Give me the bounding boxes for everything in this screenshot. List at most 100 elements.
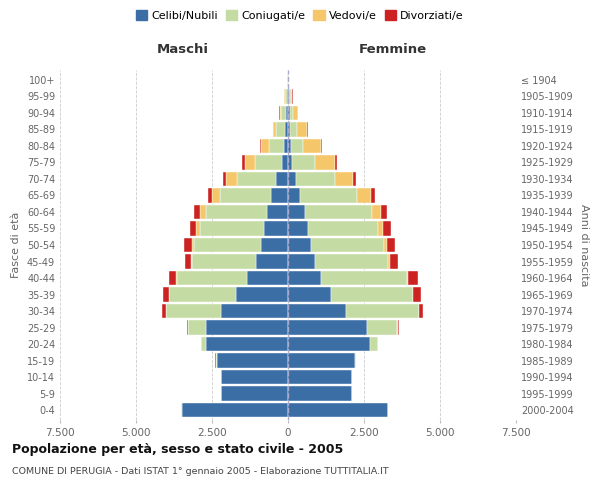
Bar bbox=[269, 138, 284, 153]
Bar bbox=[220, 188, 271, 202]
Bar bbox=[390, 254, 398, 269]
Bar bbox=[215, 354, 217, 368]
Legend: Celibi/Nubili, Coniugati/e, Vedovi/e, Divorziati/e: Celibi/Nubili, Coniugati/e, Vedovi/e, Di… bbox=[134, 8, 466, 23]
Bar bbox=[194, 204, 200, 219]
Bar bbox=[277, 122, 284, 136]
Bar bbox=[291, 89, 292, 104]
Bar bbox=[200, 221, 263, 236]
Bar bbox=[288, 271, 322, 285]
Bar bbox=[182, 403, 288, 417]
Bar bbox=[355, 354, 356, 368]
Text: Maschi: Maschi bbox=[157, 43, 209, 56]
Bar bbox=[353, 172, 356, 186]
Bar bbox=[254, 155, 282, 170]
Bar bbox=[288, 354, 355, 368]
Bar bbox=[286, 106, 288, 120]
Bar bbox=[293, 106, 298, 120]
Bar bbox=[335, 172, 353, 186]
Bar bbox=[398, 320, 399, 335]
Bar bbox=[413, 288, 421, 302]
Bar bbox=[163, 304, 166, 318]
Text: Femmine: Femmine bbox=[359, 43, 427, 56]
Bar bbox=[281, 106, 286, 120]
Bar bbox=[242, 155, 245, 170]
Bar bbox=[271, 188, 288, 202]
Bar bbox=[256, 254, 288, 269]
Bar bbox=[247, 271, 288, 285]
Bar bbox=[263, 221, 288, 236]
Bar bbox=[287, 89, 288, 104]
Bar bbox=[288, 370, 352, 384]
Bar bbox=[288, 122, 290, 136]
Bar bbox=[408, 271, 418, 285]
Bar bbox=[335, 155, 337, 170]
Bar bbox=[311, 238, 384, 252]
Bar bbox=[200, 204, 206, 219]
Bar bbox=[305, 204, 371, 219]
Bar bbox=[187, 320, 188, 335]
Bar bbox=[194, 238, 260, 252]
Bar bbox=[384, 238, 387, 252]
Bar bbox=[267, 204, 288, 219]
Bar bbox=[284, 122, 288, 136]
Bar bbox=[288, 188, 299, 202]
Bar bbox=[288, 106, 290, 120]
Bar bbox=[296, 122, 307, 136]
Bar bbox=[419, 304, 423, 318]
Bar bbox=[383, 221, 391, 236]
Bar bbox=[221, 304, 288, 318]
Bar bbox=[169, 271, 176, 285]
Bar bbox=[188, 320, 206, 335]
Y-axis label: Fasce di età: Fasce di età bbox=[11, 212, 21, 278]
Bar bbox=[223, 172, 226, 186]
Bar bbox=[288, 337, 370, 351]
Bar bbox=[206, 337, 288, 351]
Bar bbox=[260, 138, 261, 153]
Bar bbox=[367, 320, 397, 335]
Bar bbox=[226, 172, 236, 186]
Bar bbox=[284, 138, 288, 153]
Bar bbox=[346, 304, 419, 318]
Text: Popolazione per età, sesso e stato civile - 2005: Popolazione per età, sesso e stato civil… bbox=[12, 442, 343, 456]
Bar bbox=[288, 204, 305, 219]
Bar bbox=[221, 370, 288, 384]
Bar bbox=[288, 304, 346, 318]
Bar bbox=[236, 172, 276, 186]
Bar bbox=[308, 221, 377, 236]
Bar bbox=[217, 354, 288, 368]
Bar bbox=[169, 288, 236, 302]
Bar bbox=[377, 221, 383, 236]
Bar bbox=[358, 188, 371, 202]
Bar bbox=[291, 138, 303, 153]
Y-axis label: Anni di nascita: Anni di nascita bbox=[579, 204, 589, 286]
Bar bbox=[288, 172, 296, 186]
Bar bbox=[292, 155, 315, 170]
Bar bbox=[370, 337, 377, 351]
Bar bbox=[206, 204, 267, 219]
Bar bbox=[381, 204, 387, 219]
Bar bbox=[166, 304, 221, 318]
Bar bbox=[290, 106, 293, 120]
Bar bbox=[284, 89, 287, 104]
Bar bbox=[176, 271, 177, 285]
Bar bbox=[307, 122, 308, 136]
Bar bbox=[288, 221, 308, 236]
Bar bbox=[221, 386, 288, 401]
Bar bbox=[288, 288, 331, 302]
Bar bbox=[371, 204, 381, 219]
Bar bbox=[288, 138, 291, 153]
Text: COMUNE DI PERUGIA - Dati ISTAT 1° gennaio 2005 - Elaborazione TUTTITALIA.IT: COMUNE DI PERUGIA - Dati ISTAT 1° gennai… bbox=[12, 468, 389, 476]
Bar bbox=[288, 320, 367, 335]
Bar bbox=[387, 238, 395, 252]
Bar bbox=[288, 386, 352, 401]
Bar bbox=[245, 155, 254, 170]
Bar bbox=[331, 288, 413, 302]
Bar bbox=[290, 122, 296, 136]
Bar bbox=[289, 89, 291, 104]
Bar bbox=[177, 271, 247, 285]
Bar bbox=[388, 254, 390, 269]
Bar bbox=[299, 188, 358, 202]
Bar bbox=[192, 238, 194, 252]
Bar bbox=[236, 288, 288, 302]
Bar bbox=[192, 254, 256, 269]
